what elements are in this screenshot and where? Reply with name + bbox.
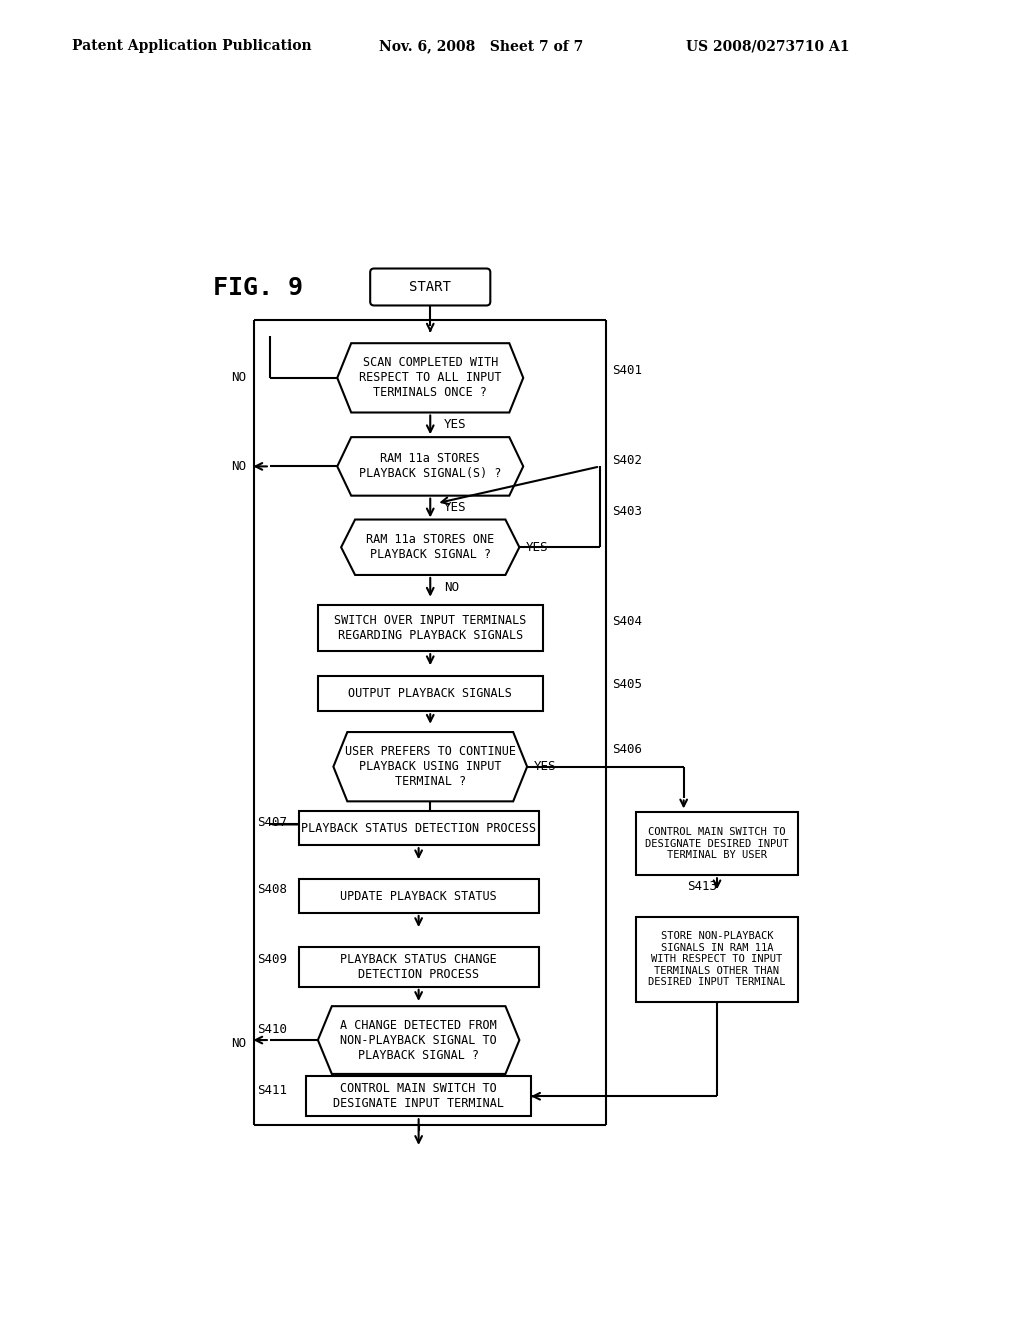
Text: S410: S410 bbox=[257, 1023, 287, 1036]
Bar bbox=[636, 812, 799, 875]
Text: S408: S408 bbox=[257, 883, 287, 896]
Text: NO: NO bbox=[442, 809, 457, 822]
FancyBboxPatch shape bbox=[371, 268, 490, 305]
Text: S401: S401 bbox=[612, 363, 642, 376]
Text: YES: YES bbox=[534, 760, 556, 774]
Bar bbox=[636, 917, 799, 1002]
Polygon shape bbox=[337, 343, 523, 412]
Text: S404: S404 bbox=[612, 615, 642, 628]
Text: S402: S402 bbox=[612, 454, 642, 467]
Bar bbox=[317, 605, 543, 651]
Text: YES: YES bbox=[444, 418, 467, 432]
Bar bbox=[299, 946, 539, 987]
Polygon shape bbox=[317, 1006, 519, 1074]
Text: SCAN COMPLETED WITH
RESPECT TO ALL INPUT
TERMINALS ONCE ?: SCAN COMPLETED WITH RESPECT TO ALL INPUT… bbox=[359, 356, 502, 400]
Bar bbox=[299, 879, 539, 913]
Polygon shape bbox=[341, 520, 519, 576]
Text: RAM 11a STORES ONE
PLAYBACK SIGNAL ?: RAM 11a STORES ONE PLAYBACK SIGNAL ? bbox=[367, 533, 495, 561]
Text: UPDATE PLAYBACK STATUS: UPDATE PLAYBACK STATUS bbox=[340, 890, 497, 903]
Text: S412: S412 bbox=[687, 817, 718, 830]
Text: S411: S411 bbox=[257, 1084, 287, 1097]
Text: S409: S409 bbox=[257, 953, 287, 966]
Text: YES: YES bbox=[444, 500, 467, 513]
Text: NO: NO bbox=[444, 581, 459, 594]
Text: A CHANGE DETECTED FROM
NON-PLAYBACK SIGNAL TO
PLAYBACK SIGNAL ?: A CHANGE DETECTED FROM NON-PLAYBACK SIGN… bbox=[340, 1019, 497, 1061]
Bar bbox=[299, 812, 539, 845]
Text: S413: S413 bbox=[687, 880, 718, 894]
Text: YES: YES bbox=[525, 541, 548, 554]
Text: OUTPUT PLAYBACK SIGNALS: OUTPUT PLAYBACK SIGNALS bbox=[348, 686, 512, 700]
Text: Patent Application Publication: Patent Application Publication bbox=[72, 40, 311, 53]
Text: S407: S407 bbox=[257, 816, 287, 829]
Text: USER PREFERS TO CONTINUE
PLAYBACK USING INPUT
TERMINAL ?: USER PREFERS TO CONTINUE PLAYBACK USING … bbox=[345, 746, 516, 788]
Bar bbox=[317, 676, 543, 711]
Text: US 2008/0273710 A1: US 2008/0273710 A1 bbox=[686, 40, 850, 53]
Text: START: START bbox=[410, 280, 452, 294]
Text: CONTROL MAIN SWITCH TO
DESIGNATE INPUT TERMINAL: CONTROL MAIN SWITCH TO DESIGNATE INPUT T… bbox=[333, 1082, 504, 1110]
Text: S403: S403 bbox=[612, 504, 642, 517]
Text: NO: NO bbox=[231, 371, 247, 384]
Text: PLAYBACK STATUS DETECTION PROCESS: PLAYBACK STATUS DETECTION PROCESS bbox=[301, 822, 537, 834]
Text: S406: S406 bbox=[612, 743, 642, 756]
Text: Nov. 6, 2008   Sheet 7 of 7: Nov. 6, 2008 Sheet 7 of 7 bbox=[379, 40, 583, 53]
Text: S405: S405 bbox=[612, 677, 642, 690]
Text: YES: YES bbox=[432, 1080, 455, 1093]
Text: PLAYBACK STATUS CHANGE
DETECTION PROCESS: PLAYBACK STATUS CHANGE DETECTION PROCESS bbox=[340, 953, 497, 981]
Polygon shape bbox=[334, 733, 527, 801]
Polygon shape bbox=[337, 437, 523, 496]
Text: CONTROL MAIN SWITCH TO
DESIGNATE DESIRED INPUT
TERMINAL BY USER: CONTROL MAIN SWITCH TO DESIGNATE DESIRED… bbox=[645, 828, 788, 861]
Text: SWITCH OVER INPUT TERMINALS
REGARDING PLAYBACK SIGNALS: SWITCH OVER INPUT TERMINALS REGARDING PL… bbox=[334, 614, 526, 642]
Text: NO: NO bbox=[231, 1038, 247, 1051]
Text: NO: NO bbox=[231, 459, 247, 473]
Text: STORE NON-PLAYBACK
SIGNALS IN RAM 11A
WITH RESPECT TO INPUT
TERMINALS OTHER THAN: STORE NON-PLAYBACK SIGNALS IN RAM 11A WI… bbox=[648, 931, 785, 987]
Bar bbox=[306, 1076, 531, 1117]
Text: RAM 11a STORES
PLAYBACK SIGNAL(S) ?: RAM 11a STORES PLAYBACK SIGNAL(S) ? bbox=[359, 453, 502, 480]
Text: FIG. 9: FIG. 9 bbox=[213, 276, 303, 300]
